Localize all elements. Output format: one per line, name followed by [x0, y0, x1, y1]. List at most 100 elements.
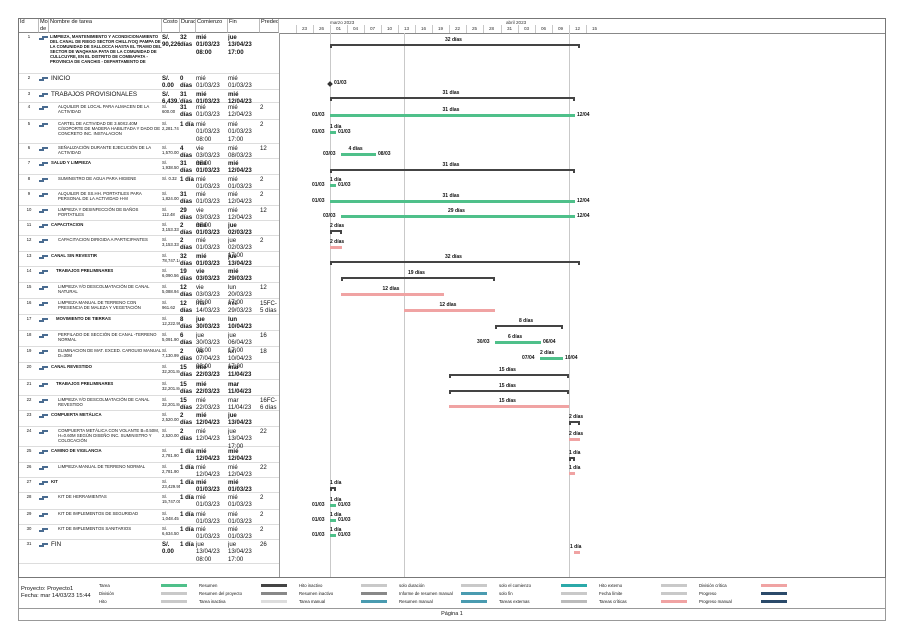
task-row[interactable]: 28 KIT DE HERRAMIENTAS S/. 15,747.00 1 día m… — [19, 493, 279, 510]
task-bar[interactable] — [495, 341, 541, 344]
task-bar[interactable] — [330, 504, 336, 507]
column-header-duration[interactable]: Duración — [180, 19, 196, 33]
legend-label: Tareas críticas — [599, 599, 627, 604]
task-start: mié 12/04/23 — [196, 428, 220, 443]
bar-start-date: 01/03 — [312, 517, 325, 523]
column-header-pred[interactable]: Predecesoras — [260, 19, 279, 33]
task-bar[interactable] — [330, 246, 342, 249]
timescale-day: 03 — [524, 26, 530, 31]
task-id: 22 — [26, 397, 32, 402]
task-bar[interactable] — [330, 184, 336, 187]
summary-bar[interactable] — [330, 169, 575, 173]
task-bar[interactable] — [341, 153, 376, 156]
task-cost: S/. 32,201.84 — [162, 381, 180, 391]
bar-label: 1 día — [330, 480, 342, 486]
task-row[interactable]: 14 TRABAJOS PRELIMINARES S/. 6,090.56 19 dí… — [19, 267, 279, 283]
summary-bar[interactable] — [330, 487, 336, 491]
bar-label: 2 días — [330, 239, 345, 245]
summary-bar[interactable] — [330, 97, 575, 101]
timescale-tick — [501, 25, 502, 33]
task-bar[interactable] — [569, 438, 580, 441]
task-row[interactable]: 12 CAPACITACION DIRIGIDA A PARTICIPANTES S… — [19, 236, 279, 259]
task-row[interactable]: 8 SUMINISTRO DE AGUA PARA HIGIENE S/. 0.32… — [19, 175, 279, 190]
task-bar[interactable] — [330, 114, 575, 117]
task-cost: S/. 23,429.95 — [162, 479, 180, 489]
task-row[interactable]: 13 CANAL SIN REVESTIR S/. 78,747.14 32 días… — [19, 252, 279, 267]
task-name: KIT — [51, 479, 58, 484]
task-row[interactable]: 6 SEÑALIZACIÓN DURANTE EJECUCIÓN DE LA AC… — [19, 144, 279, 167]
task-row[interactable]: 1 LIMPIEZA, MANTENIMIENTO Y ACONDICIONAMI… — [19, 33, 279, 74]
column-header-start[interactable]: Comienzo — [196, 19, 228, 33]
timescale-tick — [466, 25, 467, 33]
task-row[interactable]: 10 LIMPIEZA Y DESINFECCIÓN DE BAÑOS PORTA… — [19, 206, 279, 229]
task-cost: S/. 0.00 — [162, 541, 174, 556]
task-row[interactable]: 17 MOVIMIENTO DE TIERRAS S/. 12,222.99 8 dí… — [19, 315, 279, 331]
task-bar[interactable] — [330, 200, 575, 203]
task-row[interactable]: 7 SALUD Y LIMPIEZA S/. 1,938.50 31 días mié … — [19, 159, 279, 175]
summary-bar[interactable] — [330, 261, 580, 265]
task-row[interactable]: 9 ALQUILER DE SS.HH. PORTATILES PARA PERS… — [19, 190, 279, 206]
legend-swatch — [361, 592, 387, 595]
task-bar[interactable] — [330, 131, 336, 134]
bar-label: 1 día — [330, 177, 342, 183]
task-row[interactable]: 25 CAMINO DE VIGILANCIA S/. 2,781.90 1 día m… — [19, 447, 279, 463]
task-predecessors: 2 — [260, 237, 264, 244]
task-row[interactable]: 4 ALQUILER DE LOCAL PARA ALMACEN DE LA AC… — [19, 103, 279, 120]
task-row[interactable]: 27 KIT S/. 23,429.95 1 día mié 01/03/23 mié 0… — [19, 478, 279, 493]
task-row[interactable]: 23 COMPUERTA METÁLICA S/. 2,520.00 2 días mi… — [19, 411, 279, 427]
task-cost: S/. 0.00 — [162, 75, 174, 90]
task-predecessors: 2 — [260, 494, 264, 501]
task-bar[interactable] — [330, 519, 336, 522]
task-row[interactable]: 29 KIT DE IMPLEMENTOS DE SEGURIDAD S/. 1,0… — [19, 510, 279, 525]
task-row[interactable]: 18 PERFILADO DE SECCIÓN DE CANAL -TERRENO… — [19, 331, 279, 354]
task-duration: 12 días — [180, 284, 193, 299]
task-row[interactable]: 21 TRABAJOS PRELIMINARES S/. 32,201.84 15 d… — [19, 380, 279, 396]
summary-bar[interactable] — [449, 390, 569, 394]
task-id: 26 — [26, 464, 32, 469]
summary-bar[interactable] — [330, 230, 342, 234]
column-header-cost[interactable]: Costo — [162, 19, 180, 33]
task-row[interactable]: 30 KIT DE IMPLEMENTOS SANITARIOS S/. 6,634… — [19, 525, 279, 540]
task-cost: S/. 3,153.33 — [162, 237, 179, 247]
task-row[interactable]: 22 LIMPIEZA Y/O DESCOLMATACIÓN DE CANAL R… — [19, 396, 279, 411]
task-row[interactable]: 5 CARTEL DE ACTIVIDAD DE 3.60X2.40M C/SOP… — [19, 120, 279, 144]
task-row[interactable]: 11 CAPACITACION S/. 3,153.33 2 días mié 01/0… — [19, 221, 279, 236]
task-bar[interactable] — [540, 357, 563, 360]
task-bar[interactable] — [449, 405, 569, 408]
task-row[interactable]: 26 LIMPIEZA MANUAL DE TERRENO NORMAL S/. 2… — [19, 463, 279, 478]
task-predecessors: 26 — [260, 541, 267, 548]
milestone-marker[interactable] — [327, 81, 333, 87]
task-name: COMPUERTA METÁLICA — [51, 412, 102, 417]
summary-bar[interactable] — [569, 421, 580, 425]
task-bar[interactable] — [330, 534, 336, 537]
column-header-finish[interactable]: Fin — [228, 19, 260, 33]
column-header-mode[interactable]: Modo de tarea — [39, 19, 49, 33]
timescale-day: 01 — [336, 26, 342, 31]
task-bar[interactable] — [569, 472, 575, 475]
task-bar[interactable] — [341, 215, 575, 218]
task-duration: 15 días — [180, 381, 193, 396]
task-row[interactable]: 2 INICIO S/. 0.00 0 días mié 01/03/23 mié 01/… — [19, 74, 279, 90]
task-row[interactable]: 16 LIMPIEZA MANUAL DE TERRENO CON PRESENC… — [19, 299, 279, 315]
legend-swatch — [361, 600, 387, 603]
task-row[interactable]: 15 LIMPIEZA Y/O DESCOLMATACIÓN DE CANAL N… — [19, 283, 279, 306]
task-row[interactable]: 20 CANAL REVESTIDO S/. 32,201.84 15 días mié… — [19, 363, 279, 380]
task-row[interactable]: 31 FIN S/. 0.00 1 día jue 13/04/23 08:00 jue … — [19, 540, 279, 564]
task-row[interactable]: 19 ELIMINACION DE MAT. EXCED. CARGUIO MAN… — [19, 347, 279, 370]
timescale-month: abril 2023 — [506, 20, 527, 25]
column-header-id[interactable]: Id — [19, 19, 39, 33]
task-mode-icon — [39, 513, 48, 518]
column-header-name[interactable]: Nombre de tarea — [49, 19, 162, 33]
task-row[interactable]: 3 TRABAJOS PROVISIONALES S/. 6,439.7431 dí… — [19, 90, 279, 105]
summary-bar[interactable] — [495, 325, 563, 329]
task-bar[interactable] — [574, 551, 580, 554]
task-bar[interactable] — [341, 293, 444, 296]
task-row[interactable]: 24 COMPUERTA METÁLICA CON VOLANTE B=0.50M… — [19, 427, 279, 450]
summary-bar[interactable] — [341, 277, 495, 281]
summary-bar[interactable] — [330, 44, 580, 48]
task-finish: lun 10/04/23 17:00 — [228, 348, 252, 370]
summary-bar[interactable] — [449, 374, 569, 378]
task-mode-icon — [39, 106, 48, 111]
summary-bar[interactable] — [569, 457, 575, 461]
task-bar[interactable] — [404, 309, 495, 312]
